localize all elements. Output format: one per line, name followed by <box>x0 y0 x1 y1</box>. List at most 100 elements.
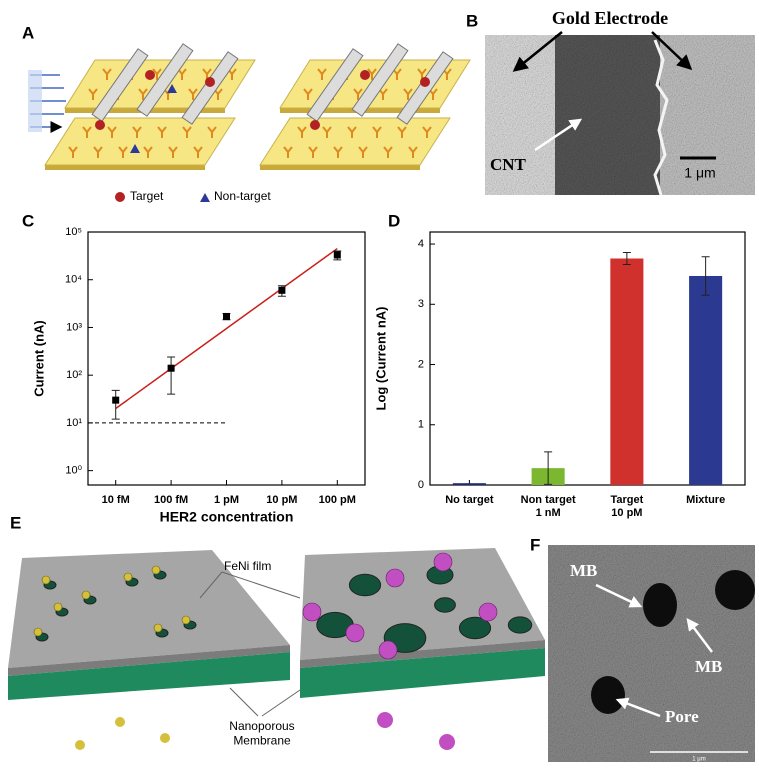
bar <box>610 258 644 485</box>
y-tick-label: 2 <box>418 358 424 370</box>
fit-line <box>115 247 338 410</box>
antibody <box>132 126 142 138</box>
x-axis-label: HER2 concentration <box>160 509 294 525</box>
antibody <box>93 146 103 158</box>
antibody <box>322 126 332 138</box>
marker <box>223 312 230 320</box>
antibody <box>408 146 418 158</box>
y-tick-label: 10¹ <box>66 417 82 429</box>
micrograph-b <box>485 35 755 196</box>
bead <box>439 734 455 750</box>
panel-label: E <box>10 513 21 532</box>
antibody <box>168 146 178 158</box>
antibody <box>347 126 357 138</box>
error-bar <box>111 389 120 420</box>
bead <box>302 602 322 622</box>
bead <box>377 712 393 728</box>
annotation: Pore <box>665 707 699 726</box>
annotation: MB <box>570 561 597 580</box>
legend-label: Target <box>130 189 164 203</box>
antibody <box>188 88 198 100</box>
annotation: MB <box>695 657 722 676</box>
target <box>95 120 105 130</box>
non-target <box>130 144 140 153</box>
antibody <box>383 146 393 158</box>
arrow <box>651 31 693 71</box>
film-edge <box>8 645 290 676</box>
annotation: FeNi film <box>224 559 271 573</box>
antibody <box>358 146 368 158</box>
cnt <box>91 48 149 122</box>
bead <box>115 717 125 727</box>
x-tick-label: 1 pM <box>214 494 239 506</box>
bar <box>452 483 486 485</box>
edge <box>653 39 669 196</box>
y-tick-label: 10³ <box>66 321 82 333</box>
y-tick-label: 10⁵ <box>65 226 82 238</box>
pore <box>507 616 533 634</box>
panel-label: A <box>22 23 34 42</box>
antibody <box>372 126 382 138</box>
x-tick-label: 100 fM <box>154 494 188 506</box>
pore <box>434 597 456 613</box>
leader <box>229 687 301 717</box>
antibody <box>367 68 377 80</box>
marker <box>278 286 286 294</box>
leader <box>199 571 301 599</box>
error-bar <box>167 356 176 395</box>
flow <box>28 70 42 132</box>
plot-frame <box>87 231 366 486</box>
x-tick-label: 10 fM <box>102 494 130 506</box>
x-tick-label: No target <box>445 494 494 506</box>
y-axis-label: Log (Current nA) <box>373 307 388 411</box>
y-tick-label: 1 <box>418 419 424 431</box>
annotation: Gold Electrode <box>552 8 668 28</box>
bead <box>33 627 43 637</box>
target <box>310 120 320 130</box>
plate-edge <box>45 165 205 170</box>
y-tick-label: 10⁰ <box>65 465 82 477</box>
antibody <box>143 146 153 158</box>
antibody <box>182 126 192 138</box>
bead <box>153 623 163 633</box>
target <box>420 77 430 87</box>
antibody <box>152 68 162 80</box>
bead <box>41 575 51 585</box>
pore <box>591 676 625 714</box>
marker <box>333 251 341 259</box>
antibody <box>118 146 128 158</box>
antibody <box>317 68 327 80</box>
arrow <box>595 583 643 608</box>
error-bar <box>544 451 553 485</box>
annotation: Nanoporous Membrane <box>229 719 294 747</box>
micrograph-f <box>548 545 755 762</box>
bar <box>689 275 723 485</box>
panel-label: D <box>388 211 400 230</box>
film-top <box>8 550 290 668</box>
cnt <box>181 51 239 125</box>
bead <box>151 565 161 575</box>
antibody <box>102 68 112 80</box>
bead <box>53 602 63 612</box>
y-axis-label: Current (nA) <box>31 320 46 397</box>
y-tick-label: 10² <box>66 369 82 381</box>
x-tick-label: 100 pM <box>319 494 356 506</box>
y-tick-label: 10⁴ <box>65 274 82 286</box>
cnt <box>136 43 194 117</box>
bead <box>433 552 453 572</box>
antibody <box>138 88 148 100</box>
arrow <box>686 618 713 653</box>
y-tick-label: 3 <box>418 298 424 310</box>
pore <box>458 616 492 640</box>
x-tick-label: 10 pM <box>266 494 297 506</box>
pore <box>348 573 382 597</box>
antibody <box>68 146 78 158</box>
flow-arrows <box>30 74 66 127</box>
plate <box>44 117 236 166</box>
legend-marker <box>200 193 210 202</box>
antibody <box>283 146 293 158</box>
antibody <box>353 88 363 100</box>
error-bar <box>701 256 710 296</box>
arrow <box>512 31 563 72</box>
membrane <box>8 652 290 700</box>
